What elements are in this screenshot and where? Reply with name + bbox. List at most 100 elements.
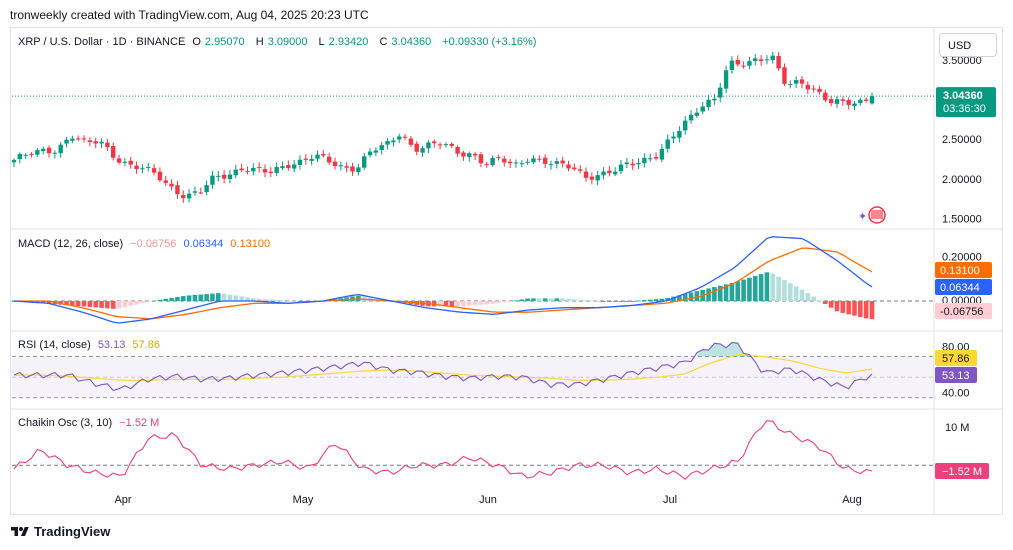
candle-body	[828, 99, 834, 104]
candle-body	[846, 99, 851, 105]
candle-body	[863, 99, 869, 101]
candle-body	[531, 158, 536, 163]
candle-body	[332, 161, 338, 167]
macd-histogram-bar	[717, 285, 723, 302]
macd-histogram-bar	[729, 282, 735, 302]
macd-histogram-bar	[712, 287, 717, 302]
macd-histogram-bar	[601, 301, 606, 302]
macd-histogram-bar	[799, 289, 805, 302]
currency-button[interactable]: USD	[939, 33, 997, 57]
macd-histogram-bar	[572, 299, 577, 302]
candle-body	[116, 158, 122, 163]
macd-histogram-bar	[175, 296, 180, 302]
candle-body	[799, 79, 805, 84]
macd-histogram-bar	[531, 298, 536, 302]
candle-body	[210, 175, 215, 185]
candle-body	[636, 162, 641, 165]
candle-body	[764, 59, 770, 61]
candle-body	[560, 160, 565, 164]
rsi-legend-name: RSI (14, close)	[18, 339, 91, 351]
candle-body	[122, 161, 128, 163]
candle-body	[391, 140, 396, 143]
macd-histogram-bar	[752, 275, 758, 302]
macd-histogram-bar	[682, 293, 688, 302]
candle-body	[35, 150, 40, 155]
rsi-legend-ma: 57.86	[132, 339, 160, 351]
x-axis-tick: May	[293, 494, 314, 506]
macd-value-tag	[935, 279, 992, 295]
candle-body	[788, 84, 793, 86]
candle-body	[507, 161, 513, 164]
candle-body	[671, 136, 676, 139]
macd-histogram-bar	[490, 301, 495, 304]
macd-value-label: 0.06344	[940, 282, 980, 294]
candle-body	[268, 171, 274, 174]
macd-histogram-bar	[834, 301, 840, 312]
macd-legend-name: MACD (12, 26, close)	[18, 238, 124, 250]
ohlc-high: H 3.09000	[255, 36, 308, 48]
macd-histogram-bar	[496, 301, 501, 304]
candle-body	[735, 59, 740, 65]
macd-tick: 0.20000	[942, 252, 982, 264]
candle-body	[443, 144, 449, 146]
candle-body	[805, 84, 810, 90]
macd-legend-signal: 0.13100	[230, 238, 271, 250]
rsi-line	[13, 342, 873, 392]
macd-histogram-bar	[747, 277, 752, 302]
candle-body	[221, 174, 227, 179]
macd-legend-macd: 0.06344	[183, 238, 224, 250]
candle-body	[525, 161, 530, 163]
macd-histogram-bar	[128, 301, 134, 306]
candle-body	[239, 168, 244, 171]
macd-histogram-bar	[787, 283, 793, 302]
candle-body	[111, 146, 116, 158]
candle-body	[648, 158, 653, 160]
chaikin-line	[13, 420, 873, 481]
candle-body	[747, 61, 752, 66]
macd-histogram-bar	[636, 300, 641, 302]
candle-body	[706, 99, 711, 107]
candle-body	[566, 164, 571, 169]
macd-histogram-bar	[145, 301, 151, 302]
macd-histogram-bar	[110, 301, 116, 309]
macd-histogram-bar	[227, 294, 233, 302]
footer-brand-text: TradingView	[34, 524, 111, 539]
macd-legend-hist: −0.06756	[130, 238, 177, 250]
candle-body	[157, 171, 163, 181]
macd-histogram-bar	[846, 301, 851, 315]
macd-legend: MACD (12, 26, close) −0.06756 0.06344 0.…	[18, 238, 274, 250]
macd-histogram-bar	[449, 301, 455, 307]
macd-histogram-bar	[735, 281, 741, 302]
macd-signal-line	[14, 247, 873, 320]
candle-body	[437, 144, 443, 146]
candle-body	[554, 161, 560, 164]
macd-histogram-bar	[210, 293, 215, 302]
macd-histogram-bar	[560, 298, 565, 302]
macd-histogram-bar	[595, 301, 600, 302]
x-axis-tick: Apr	[114, 494, 131, 506]
candle-body	[618, 164, 624, 172]
candle-body	[198, 192, 203, 194]
candle-body	[379, 145, 384, 151]
candle-body	[793, 79, 799, 84]
macd-histogram-bar	[642, 300, 647, 302]
macd-histogram-bar	[81, 301, 87, 307]
footer-brand[interactable]: TradingView	[10, 524, 110, 539]
candle-body	[204, 185, 209, 193]
rsi-overbought-fill	[696, 342, 750, 357]
macd-histogram-bar	[466, 301, 472, 306]
candle-body	[612, 171, 618, 175]
candle-body	[362, 156, 367, 168]
macd-histogram-bar	[64, 301, 69, 306]
candle-body	[683, 120, 688, 131]
macd-histogram-bar	[805, 293, 811, 302]
macd-histogram-bar	[706, 288, 711, 302]
macd-histogram-bar	[671, 296, 676, 302]
candle-body	[589, 176, 595, 180]
candle-body	[233, 169, 238, 176]
rsi-ma-line	[14, 353, 873, 381]
candle-body	[81, 138, 87, 140]
candle-body	[770, 55, 775, 60]
chaikin-tick: 10 M	[945, 422, 969, 434]
